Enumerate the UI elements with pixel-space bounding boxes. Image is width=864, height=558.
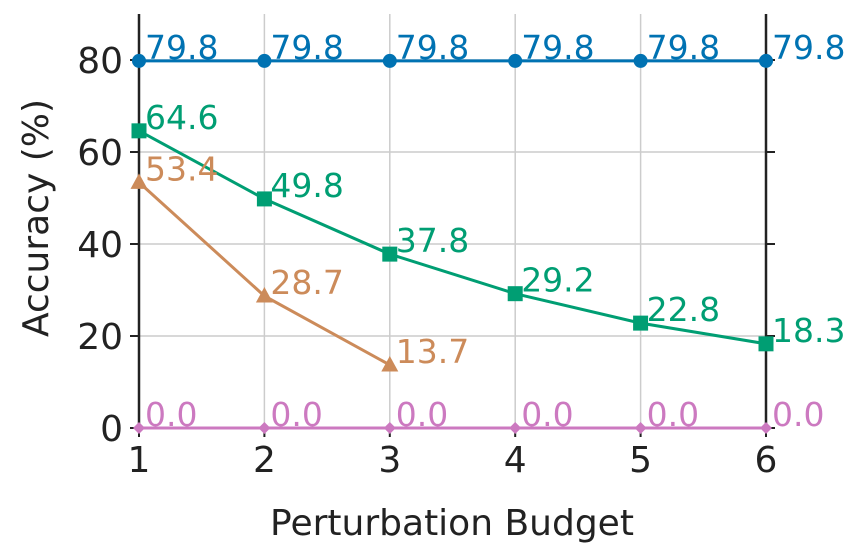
x-tick-label: 4 bbox=[504, 440, 527, 481]
data-label: 79.8 bbox=[396, 28, 469, 67]
data-label: 18.3 bbox=[772, 311, 845, 350]
data-labels: 79.8 79.8 79.8 79.8 79.8 79.8 64.6 49.8 37.8 29.2… bbox=[145, 28, 845, 434]
series-line-diamond bbox=[133, 422, 772, 434]
data-label: 79.8 bbox=[647, 28, 720, 67]
circle-marker bbox=[508, 53, 523, 68]
x-tick-label: 5 bbox=[629, 440, 652, 481]
data-label: 37.8 bbox=[396, 221, 469, 260]
data-label: 53.4 bbox=[145, 149, 218, 188]
data-label: 79.8 bbox=[521, 28, 594, 67]
data-label: 79.8 bbox=[145, 28, 218, 67]
circle-marker bbox=[633, 53, 648, 68]
square-marker bbox=[131, 123, 147, 139]
circle-marker bbox=[759, 53, 773, 68]
data-label: 49.8 bbox=[270, 166, 343, 205]
square-marker bbox=[758, 336, 774, 352]
diamond-marker bbox=[383, 422, 396, 434]
data-label: 0.0 bbox=[270, 395, 322, 434]
data-label: 79.8 bbox=[270, 28, 343, 67]
series-line bbox=[138, 129, 767, 346]
series-line-triangle bbox=[130, 173, 399, 372]
circle-marker bbox=[382, 53, 397, 68]
diamond-marker bbox=[760, 422, 772, 434]
square-marker bbox=[633, 315, 649, 331]
square-marker bbox=[507, 286, 523, 302]
data-label: 0.0 bbox=[145, 395, 197, 434]
circle-marker bbox=[132, 53, 146, 68]
data-label: 22.8 bbox=[647, 290, 720, 329]
data-label: 28.7 bbox=[270, 263, 343, 302]
data-label: 64.6 bbox=[145, 98, 218, 137]
series-line-square bbox=[131, 123, 774, 352]
diamond-marker bbox=[634, 422, 647, 434]
triangle-marker bbox=[381, 355, 399, 372]
y-tick-label: 0 bbox=[100, 409, 123, 450]
y-tick-label: 60 bbox=[77, 133, 123, 174]
y-axis-title: Accuracy (%) bbox=[16, 99, 57, 337]
diamond-marker bbox=[258, 422, 271, 434]
data-label: 13.7 bbox=[396, 332, 469, 371]
square-marker bbox=[382, 246, 398, 262]
x-tick-label: 1 bbox=[128, 440, 151, 481]
data-label: 0.0 bbox=[396, 395, 448, 434]
circle-marker bbox=[257, 53, 272, 68]
y-tick-label: 80 bbox=[77, 41, 123, 82]
data-label: 79.8 bbox=[772, 28, 845, 67]
data-label: 0.0 bbox=[647, 395, 699, 434]
x-axis-title: Perturbation Budget bbox=[270, 503, 634, 544]
series-layer bbox=[130, 53, 774, 434]
triangle-marker bbox=[130, 173, 148, 189]
x-tick-label: 2 bbox=[253, 440, 276, 481]
diamond-marker bbox=[509, 422, 522, 434]
data-label: 29.2 bbox=[521, 261, 594, 300]
x-tick-label: 3 bbox=[378, 440, 401, 481]
y-tick-label: 40 bbox=[77, 225, 123, 266]
data-label: 0.0 bbox=[521, 395, 573, 434]
square-marker bbox=[256, 191, 272, 207]
y-tick-label: 20 bbox=[77, 317, 123, 358]
x-tick-label: 6 bbox=[755, 440, 778, 481]
data-label: 0.0 bbox=[772, 395, 824, 434]
diamond-marker bbox=[133, 422, 145, 434]
triangle-marker bbox=[255, 286, 273, 303]
series-line-circle bbox=[132, 53, 773, 68]
